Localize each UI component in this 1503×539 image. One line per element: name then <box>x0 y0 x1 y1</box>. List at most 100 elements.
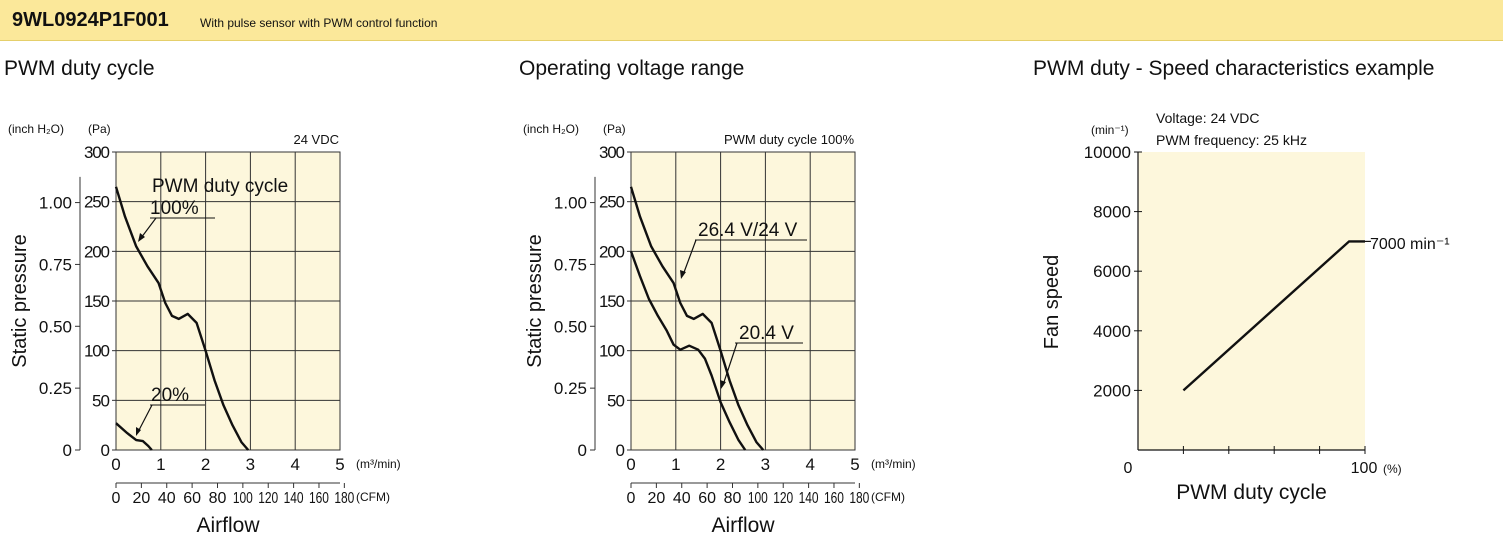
y-tick-label: 6000 <box>1093 262 1131 281</box>
series-line <box>629 250 747 451</box>
chart-annotation: PWM frequency: 25 kHz <box>1156 132 1307 148</box>
x-unit-label: (%) <box>1383 462 1402 476</box>
series-leader-line <box>722 342 738 386</box>
x2-tick-label: 20 <box>132 490 150 507</box>
x2-tick-label: 180 <box>334 490 354 507</box>
x-tick-label: 2 <box>716 455 725 474</box>
y-tick-label: 2000 <box>1093 381 1131 400</box>
x-tick-label: 4 <box>805 455 814 474</box>
y-tick-label: 150 <box>599 292 625 311</box>
x2-tick-label: 160 <box>309 490 329 507</box>
x-axis-label: Airflow <box>711 514 775 537</box>
y-axis-label: Static pressure <box>524 234 546 367</box>
leader-arrowhead <box>680 270 686 279</box>
x-axis-label: Airflow <box>196 514 260 537</box>
series-line <box>629 186 765 451</box>
y-unit-label: (min⁻¹) <box>1091 123 1129 137</box>
chart-title-voltage-range: Operating voltage range <box>519 57 745 80</box>
x-tick-label: 1 <box>671 455 680 474</box>
x2-tick-label: 160 <box>824 490 844 507</box>
header-bar: 9WL0924P1F001 With pulse sensor with PWM… <box>0 0 1503 41</box>
series-label: 26.4 V/24 V <box>698 220 798 241</box>
x2-tick-label: 40 <box>158 490 176 507</box>
x2-tick-label: 120 <box>773 490 793 507</box>
chart-title-pwm-duty: PWM duty cycle <box>4 57 155 80</box>
leader-arrowhead <box>138 233 145 242</box>
x2-tick-label: 140 <box>284 490 304 507</box>
series-label: 20% <box>151 385 189 406</box>
y-tick-label: 100 <box>84 342 110 361</box>
x-tick-label: 0 <box>1124 460 1133 477</box>
x-tick-label: 0 <box>626 455 635 474</box>
y2-unit-label: (inch H₂O) <box>8 122 64 136</box>
chart-title-speed: PWM duty - Speed characteristics example <box>1033 57 1435 80</box>
x-tick-label: 4 <box>290 455 299 474</box>
y2-tick-label: 1.00 <box>39 194 72 213</box>
x-axis-label: PWM duty cycle <box>1176 481 1327 504</box>
y2-tick-label: 0.75 <box>39 255 72 274</box>
x2-tick-label: 0 <box>112 490 121 507</box>
x-unit-label: (m³/min) <box>356 457 401 471</box>
model-number: 9WL0924P1F001 <box>12 9 169 31</box>
x-tick-label: 2 <box>201 455 210 474</box>
leader-arrowhead <box>136 427 141 436</box>
y-tick-label: 10000 <box>1084 143 1131 162</box>
y-tick-label: 4000 <box>1093 322 1131 341</box>
series-leader-line <box>137 404 153 433</box>
y2-unit-label: (inch H₂O) <box>523 122 579 136</box>
end-value-label: 7000 min⁻¹ <box>1370 236 1450 253</box>
series-label: 100% <box>150 198 199 219</box>
leader-arrowhead <box>720 380 726 389</box>
x2-unit-label: (CFM) <box>356 490 390 504</box>
x2-tick-label: 140 <box>799 490 819 507</box>
y-axis-label: Static pressure <box>9 234 31 367</box>
y2-tick-label: 0.25 <box>39 379 72 398</box>
x2-tick-label: 100 <box>233 490 253 507</box>
x-unit-label: (m³/min) <box>871 457 916 471</box>
y-tick-label: 300 <box>599 143 625 162</box>
x-tick-label: 5 <box>335 455 344 474</box>
y-unit-label: (Pa) <box>603 122 626 136</box>
y-tick-label: 300 <box>84 143 110 162</box>
x2-tick-label: 180 <box>849 490 869 507</box>
x2-tick-label: 60 <box>183 490 201 507</box>
legend-header: PWM duty cycle <box>152 176 288 197</box>
x-tick-label: 1 <box>156 455 165 474</box>
x2-tick-label: 20 <box>647 490 665 507</box>
series-line <box>1182 240 1365 392</box>
y-tick-label: 50 <box>92 391 110 410</box>
model-subtitle: With pulse sensor with PWM control funct… <box>200 16 438 30</box>
x2-unit-label: (CFM) <box>871 490 905 504</box>
y2-tick-label: 0.50 <box>39 317 72 336</box>
x2-tick-label: 40 <box>673 490 691 507</box>
x-tick-label: 5 <box>850 455 859 474</box>
y-tick-label: 0 <box>101 441 110 460</box>
y-tick-label: 100 <box>599 342 625 361</box>
series-leader-line <box>140 217 157 239</box>
y-tick-label: 250 <box>84 193 110 212</box>
y2-tick-label: 0 <box>578 441 587 460</box>
chart-annotation: Voltage: 24 VDC <box>1156 110 1260 126</box>
y-tick-label: 250 <box>599 193 625 212</box>
y-tick-label: 150 <box>84 292 110 311</box>
x2-tick-label: 120 <box>258 490 278 507</box>
y2-tick-label: 0.75 <box>554 255 587 274</box>
y-tick-label: 0 <box>616 441 625 460</box>
plot-area <box>1138 152 1365 450</box>
x-tick-label: 0 <box>111 455 120 474</box>
y-axis-label: Fan speed <box>1041 255 1063 350</box>
x2-tick-label: 100 <box>748 490 768 507</box>
y-tick-label: 200 <box>84 242 110 261</box>
y-tick-label: 8000 <box>1093 203 1131 222</box>
chart-annotation: PWM duty cycle 100% <box>724 132 854 147</box>
x2-tick-label: 80 <box>724 490 742 507</box>
x-tick-label: 3 <box>246 455 255 474</box>
y2-tick-label: 0 <box>63 441 72 460</box>
series-line <box>115 422 153 451</box>
x2-tick-label: 60 <box>698 490 716 507</box>
series-leader-line <box>682 239 697 276</box>
series-line <box>114 186 250 451</box>
x2-tick-label: 0 <box>627 490 636 507</box>
x2-tick-label: 80 <box>209 490 227 507</box>
